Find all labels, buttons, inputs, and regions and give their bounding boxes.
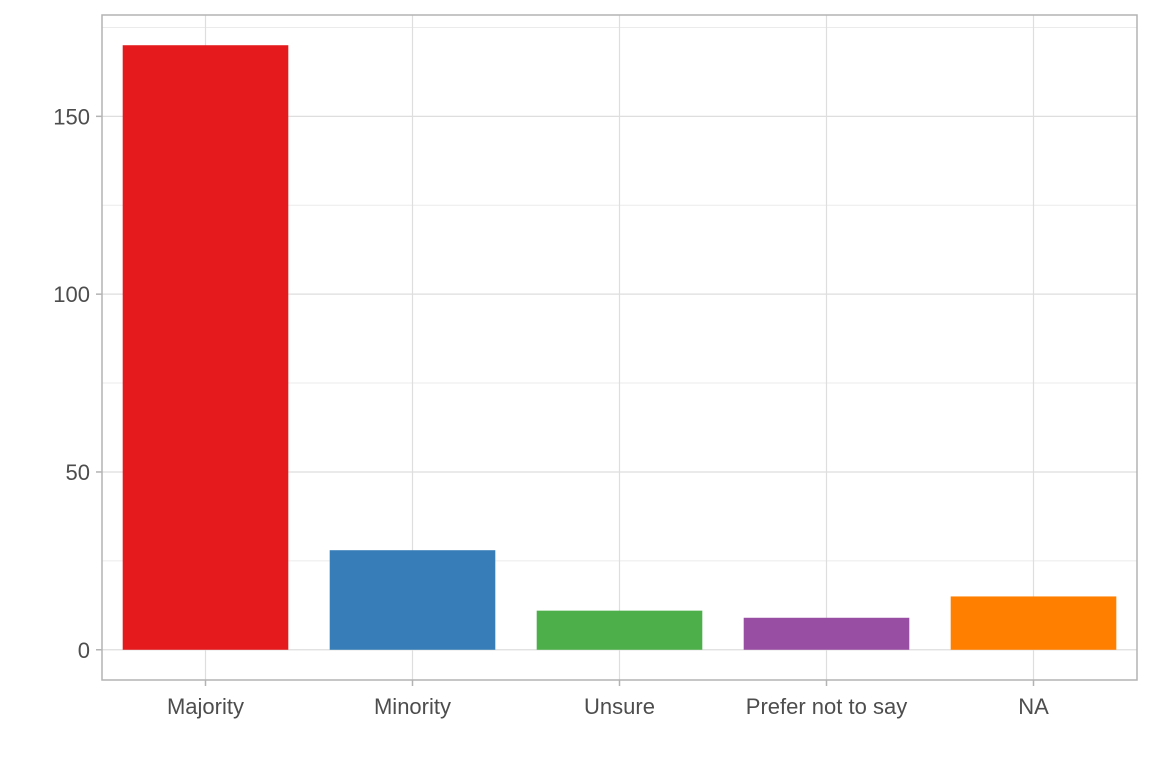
x-tick-label: Prefer not to say (746, 694, 907, 719)
y-tick-label: 0 (78, 638, 90, 663)
bar (329, 550, 496, 650)
bar (122, 45, 289, 650)
bars (122, 45, 1117, 650)
y-tick-label: 150 (53, 104, 90, 129)
x-tick-label: Minority (374, 694, 451, 719)
x-axis: Majority Minority Unsure Prefer not to say N… (167, 680, 1049, 719)
y-tick-label: 50 (66, 460, 90, 485)
bar (536, 610, 703, 650)
x-tick-label: Unsure (584, 694, 655, 719)
y-axis: 0 50 100 150 (53, 104, 102, 663)
bar (950, 596, 1117, 650)
bar (743, 617, 910, 650)
y-tick-label: 100 (53, 282, 90, 307)
x-tick-label: Majority (167, 694, 244, 719)
x-tick-label: NA (1018, 694, 1049, 719)
